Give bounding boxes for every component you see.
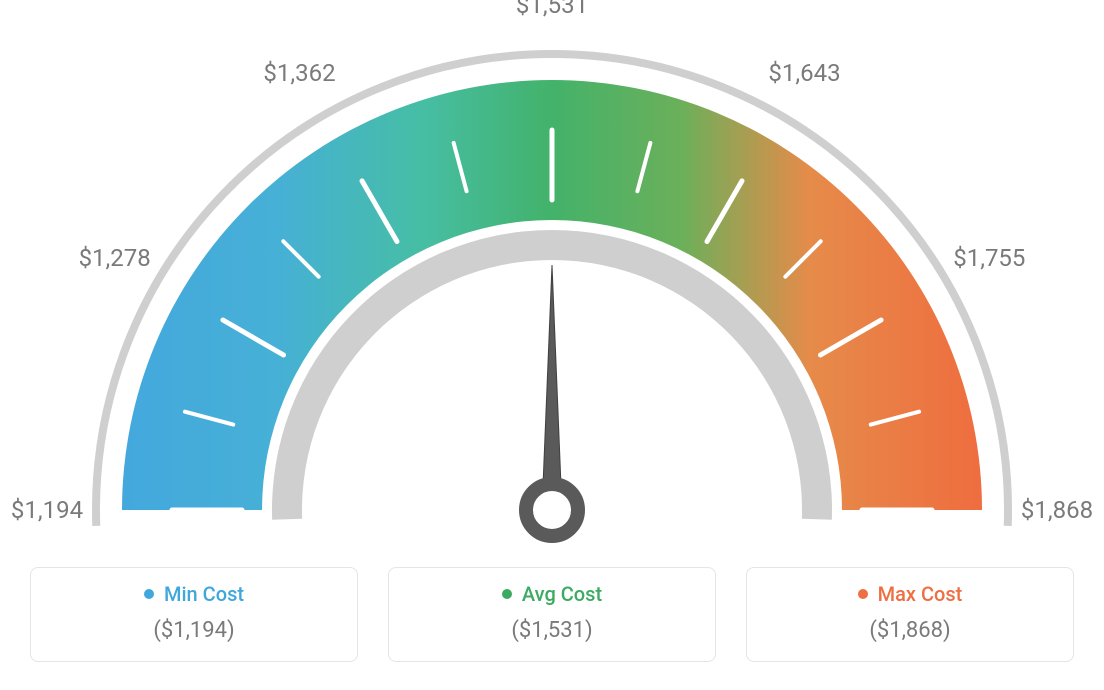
legend-card-avg: Avg Cost ($1,531) [388,567,716,662]
gauge-tick-label: $1,278 [79,244,151,272]
gauge-tick-label: $1,755 [953,244,1025,272]
legend-value-avg: ($1,531) [511,618,592,643]
gauge-tick-label: $1,531 [516,0,588,19]
gauge-tick-label: $1,362 [263,59,335,87]
gauge-tick-label: $1,194 [11,496,83,524]
legend-title-avg-text: Avg Cost [522,582,602,606]
legend-value-max: ($1,868) [869,618,950,643]
legend-title-max: Max Cost [858,582,963,606]
gauge: $1,194 $1,278 $1,362 $1,531 $1,643 $1,755 $1,8… [0,0,1104,560]
legend-title-min-text: Min Cost [164,582,244,606]
legend-value-min: ($1,194) [153,618,234,643]
legend-row: Min Cost ($1,194) Avg Cost ($1,531) Max … [30,567,1074,662]
dot-icon [144,589,154,599]
legend-title-avg: Avg Cost [502,582,602,606]
gauge-tick-label: $1,643 [768,59,840,87]
legend-card-min: Min Cost ($1,194) [30,567,358,662]
dot-icon [858,589,868,599]
legend-card-max: Max Cost ($1,868) [746,567,1074,662]
legend-title-max-text: Max Cost [878,582,963,606]
legend-title-min: Min Cost [144,582,244,606]
chart-container: $1,194 $1,278 $1,362 $1,531 $1,643 $1,755 $1,8… [0,0,1104,690]
gauge-tick-label: $1,868 [1021,496,1093,524]
dot-icon [502,589,512,599]
gauge-svg [0,0,1104,560]
